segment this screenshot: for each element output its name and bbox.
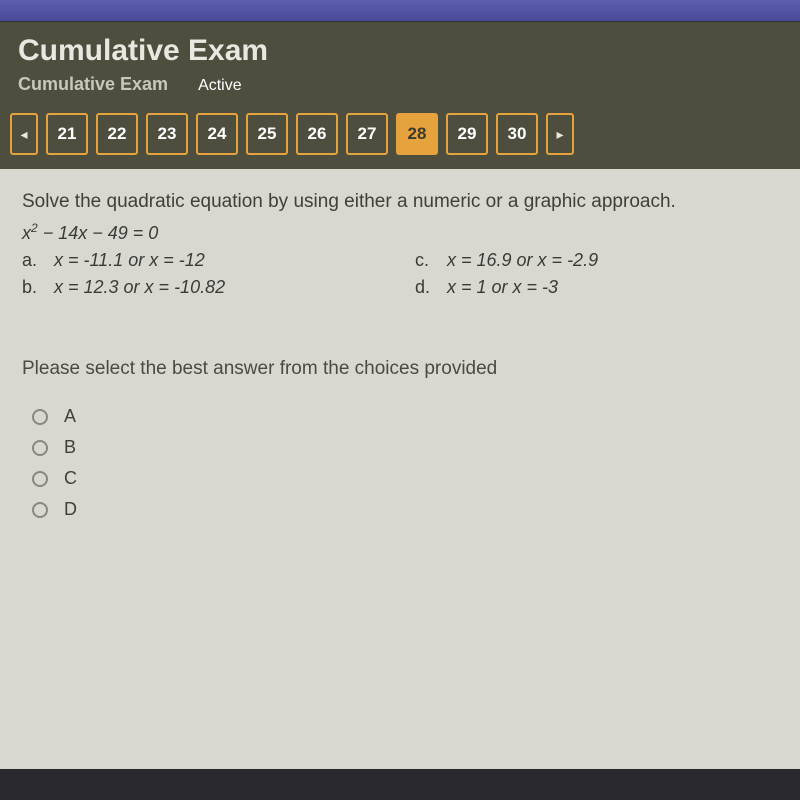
option-letter: a. [22,250,42,271]
option-letter: d. [415,277,435,298]
option-b: b. x = 12.3 or x = -10.82 [22,277,385,298]
option-text: x = 12.3 or x = -10.82 [54,277,225,298]
radio-label: D [64,499,77,520]
option-d: d. x = 1 or x = -3 [415,277,778,298]
window-topbar [0,0,800,22]
question-equation: x2 − 14x − 49 = 0 [22,221,778,244]
question-nav-22[interactable]: 22 [96,113,138,155]
option-letter: b. [22,277,42,298]
radio-icon [32,502,48,518]
answer-radios: ABCD [22,406,778,520]
option-text: x = 16.9 or x = -2.9 [447,250,598,271]
question-nav-21[interactable]: 21 [46,113,88,155]
radio-icon [32,409,48,425]
chevron-left-icon: ◂ [20,126,27,143]
answer-radio-b[interactable]: B [32,437,778,458]
answer-options: a. x = -11.1 or x = -12 c. x = 16.9 or x = … [22,250,778,298]
prev-button[interactable]: ◂ [10,113,38,155]
answer-instruction: Please select the best answer from the c… [22,358,778,380]
answer-radio-c[interactable]: C [32,468,778,489]
question-prompt: Solve the quadratic equation by using ei… [22,191,778,213]
exam-header: Cumulative Exam Cumulative Exam Active [0,22,800,105]
radio-icon [32,471,48,487]
option-letter: c. [415,250,435,271]
option-c: c. x = 16.9 or x = -2.9 [415,250,778,271]
exam-subtitle: Cumulative Exam [18,74,168,95]
question-nav-25[interactable]: 25 [246,113,288,155]
question-nav-23[interactable]: 23 [146,113,188,155]
radio-icon [32,440,48,456]
question-content: Solve the quadratic equation by using ei… [0,169,800,769]
next-button[interactable]: ▸ [546,113,574,155]
question-nav-28[interactable]: 28 [396,113,438,155]
option-text: x = -11.1 or x = -12 [54,250,205,271]
question-nav-24[interactable]: 24 [196,113,238,155]
question-nav-27[interactable]: 27 [346,113,388,155]
question-nav-30[interactable]: 30 [496,113,538,155]
answer-radio-d[interactable]: D [32,499,778,520]
page-title: Cumulative Exam [18,34,782,68]
radio-label: A [64,406,76,427]
question-nav: ◂ 21222324252627282930 ▸ [0,105,800,169]
question-nav-29[interactable]: 29 [446,113,488,155]
option-a: a. x = -11.1 or x = -12 [22,250,385,271]
radio-label: B [64,437,76,458]
radio-label: C [64,468,77,489]
subtitle-row: Cumulative Exam Active [18,74,782,95]
chevron-right-icon: ▸ [556,126,563,143]
question-nav-26[interactable]: 26 [296,113,338,155]
answer-radio-a[interactable]: A [32,406,778,427]
option-text: x = 1 or x = -3 [447,277,558,298]
exam-status: Active [198,77,242,95]
